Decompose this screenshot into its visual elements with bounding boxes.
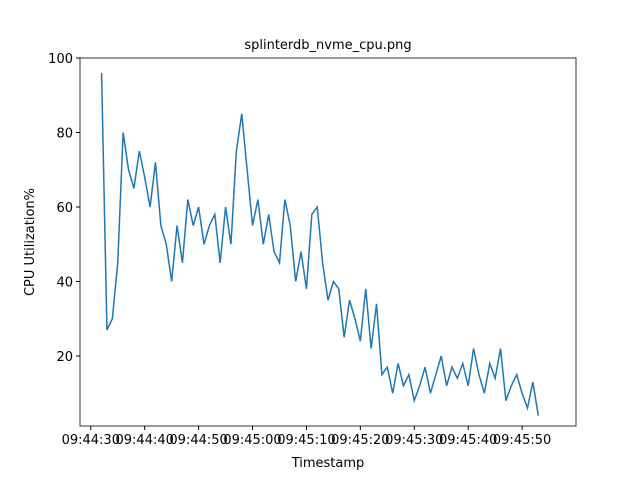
x-tick-label: 09:45:40 [439,433,497,448]
x-tick-label: 09:44:50 [169,433,227,448]
y-tick-label: 20 [56,350,73,365]
x-tick-label: 09:45:00 [223,433,281,448]
y-tick-label: 80 [56,126,73,141]
chart-title: splinterdb_nvme_cpu.png [244,38,411,53]
x-tick-label: 09:45:10 [277,433,335,448]
plot-frame [79,57,577,427]
y-axis-label: CPU Utilization% [23,188,38,296]
data-line [100,72,540,416]
x-tick-label: 09:45:50 [493,433,551,448]
x-tick-label: 09:44:30 [62,433,120,448]
y-tick-label: 60 [56,201,73,216]
x-tick-label: 09:44:40 [116,433,174,448]
y-tick-label: 40 [56,275,73,290]
x-tick-label: 09:45:20 [331,433,389,448]
x-axis-label: Timestamp [291,456,365,471]
y-tick-label: 100 [48,52,73,67]
x-tick-label: 09:45:30 [385,433,443,448]
